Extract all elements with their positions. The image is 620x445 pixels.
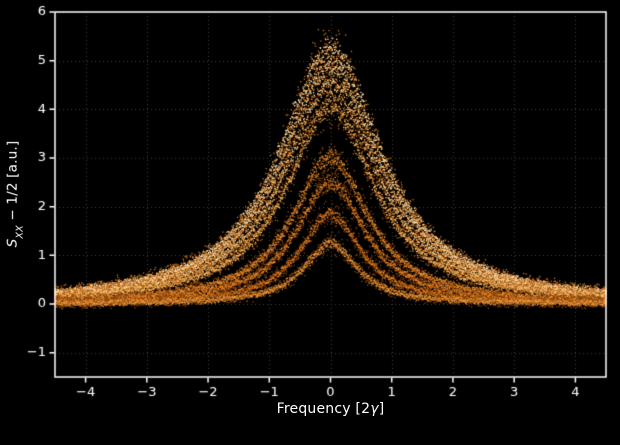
y-axis-title-symbol: S — [4, 238, 21, 248]
y-axis-title-rest: − 1/2 [a.u.] — [4, 140, 21, 226]
x-axis-title-close: ] — [378, 401, 385, 417]
x-axis-title-gamma: γ — [370, 401, 379, 417]
x-axis-title-text: Frequency [2 — [276, 401, 371, 417]
y-axis-title: SXX − 1/2 [a.u.] — [4, 140, 26, 248]
x-axis-title: Frequency [2γ] — [55, 401, 606, 417]
y-axis-title-subscript: XX — [14, 225, 26, 239]
